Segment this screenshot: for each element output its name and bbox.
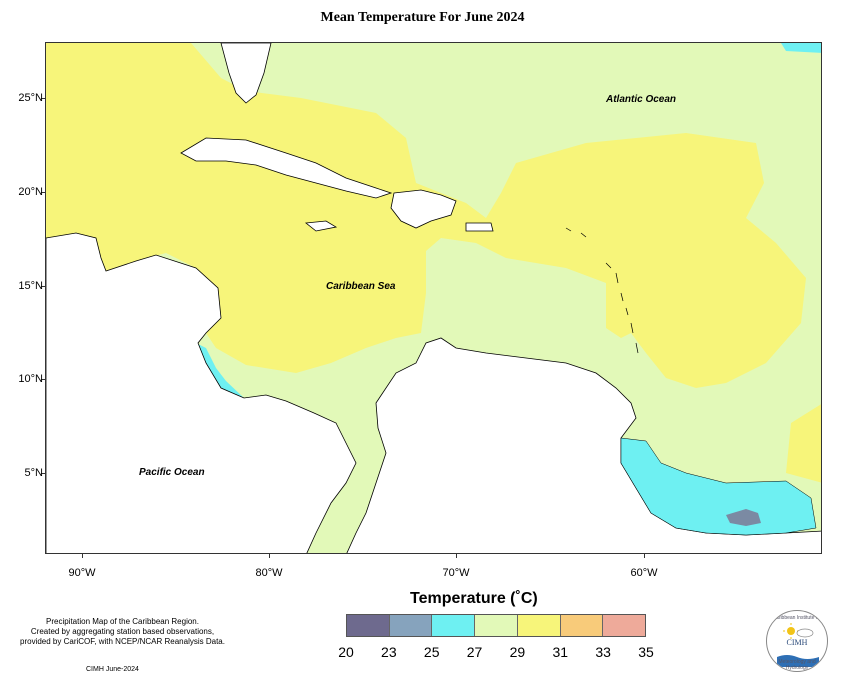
atlantic-ocean-label: Atlantic Ocean [606, 94, 677, 105]
logo-ring-top: Caribbean Institute for [772, 615, 822, 621]
map-canvas [46, 43, 821, 553]
legend-value-label: 27 [466, 644, 483, 660]
lat-label: 15°N [18, 280, 43, 292]
legend-value-label: 29 [509, 644, 526, 660]
lon-label: 80°W [255, 567, 283, 579]
map-title: Mean Temperature For June 2024 [320, 10, 525, 25]
lon-tick [82, 554, 83, 558]
zone-25-27-north [781, 43, 821, 53]
zone-25-27-pacific [196, 343, 244, 403]
legend-color-segment [475, 615, 518, 636]
legend-color-segment [432, 615, 476, 636]
temperature-map [45, 42, 822, 554]
legend-value-label: 23 [381, 644, 397, 660]
footer-line: Precipitation Map of the Caribbean Regio… [46, 617, 199, 626]
legend-value-label: 31 [552, 644, 569, 660]
legend-title: Temperature (˚C) [410, 590, 538, 607]
lat-tick [41, 98, 45, 99]
lat-tick [41, 379, 45, 380]
legend-color-segment [347, 615, 390, 636]
lon-tick [456, 554, 457, 558]
lat-label: 20°N [18, 186, 43, 198]
legend-value-label: 35 [638, 644, 654, 660]
legend-value-label: 33 [595, 644, 611, 660]
lat-label: 10°N [18, 373, 43, 385]
legend-colorbar [346, 614, 646, 637]
sun-cloud-icon [777, 623, 819, 667]
footer-description: Precipitation Map of the Caribbean Regio… [10, 617, 235, 647]
lon-label: 70°W [442, 567, 470, 579]
cimh-logo: Caribbean Institute for CIMH Meteorology… [766, 610, 828, 672]
legend-value-label: 25 [423, 644, 440, 660]
lon-tick [269, 554, 270, 558]
footer-line: provided by CariCOF, with NCEP/NCAR Rean… [20, 637, 225, 646]
lat-label: 25°N [18, 92, 43, 104]
legend-color-segment [517, 615, 561, 636]
caribbean-sea-label: Caribbean Sea [326, 281, 396, 292]
lon-label: 90°W [68, 567, 96, 579]
land-outlines [46, 43, 821, 553]
lon-tick [644, 554, 645, 558]
lat-tick [41, 473, 45, 474]
legend-color-segment [389, 615, 433, 636]
lat-tick [41, 286, 45, 287]
pacific-ocean-label: Pacific Ocean [139, 467, 205, 478]
logo-text: CIMH [786, 638, 808, 647]
footer-line: Created by aggregating station based obs… [30, 627, 215, 636]
zone-29-31-east [786, 404, 821, 483]
legend-color-segment [603, 615, 646, 636]
lat-tick [41, 192, 45, 193]
lesser-antilles [565, 227, 639, 354]
logo-ring-bottom: Meteorology and Hydrology [778, 659, 816, 671]
legend-value-label: 20 [338, 644, 354, 660]
suriname-overlay [726, 509, 761, 526]
legend-color-segment [560, 615, 604, 636]
lon-label: 60°W [630, 567, 658, 579]
lat-label: 5°N [24, 467, 43, 479]
guianas-overlay [620, 437, 817, 536]
footer-credit: CIMH June-2024 [86, 666, 139, 673]
